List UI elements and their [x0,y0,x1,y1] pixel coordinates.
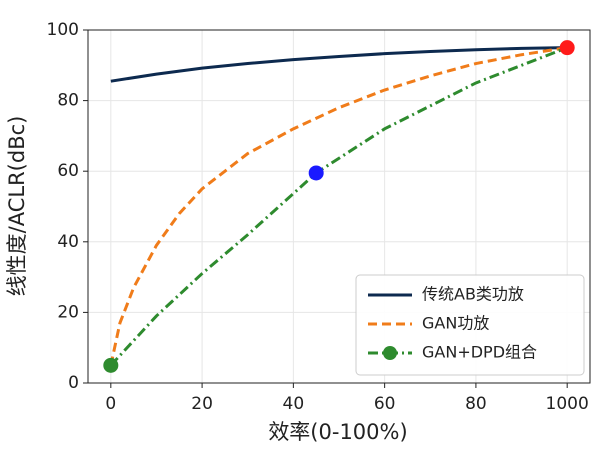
highlight-point [559,40,575,56]
y-tick-label: 0 [68,373,79,393]
legend-label: GAN功放 [422,314,489,333]
x-tick-label: 0 [105,394,116,414]
x-tick-label: 60 [374,394,396,414]
legend-label: GAN+DPD组合 [422,343,537,362]
highlight-point [103,357,119,373]
x-axis-label: 效率(0-100%) [268,420,407,444]
legend-box [355,274,585,376]
x-tick-label: 20 [191,394,213,414]
series-line [109,46,568,367]
highlight-point [308,165,324,181]
y-tick-label: 20 [57,302,79,322]
y-axis-label: 线性度/ACLR(dBc) [5,116,29,297]
plot-frame [87,29,591,384]
x-tick-label: 1000 [546,394,589,414]
series-line [109,46,568,366]
legend-label: 传统AB类功放 [422,285,524,304]
y-tick-label: 100 [47,20,79,40]
x-tick-label: 80 [465,394,487,414]
legend-marker [383,346,397,360]
x-tick-label: 40 [283,394,305,414]
y-tick-label: 60 [57,161,79,181]
y-tick-label: 80 [57,91,79,111]
series-line [110,46,568,83]
y-tick-label: 40 [57,232,79,252]
